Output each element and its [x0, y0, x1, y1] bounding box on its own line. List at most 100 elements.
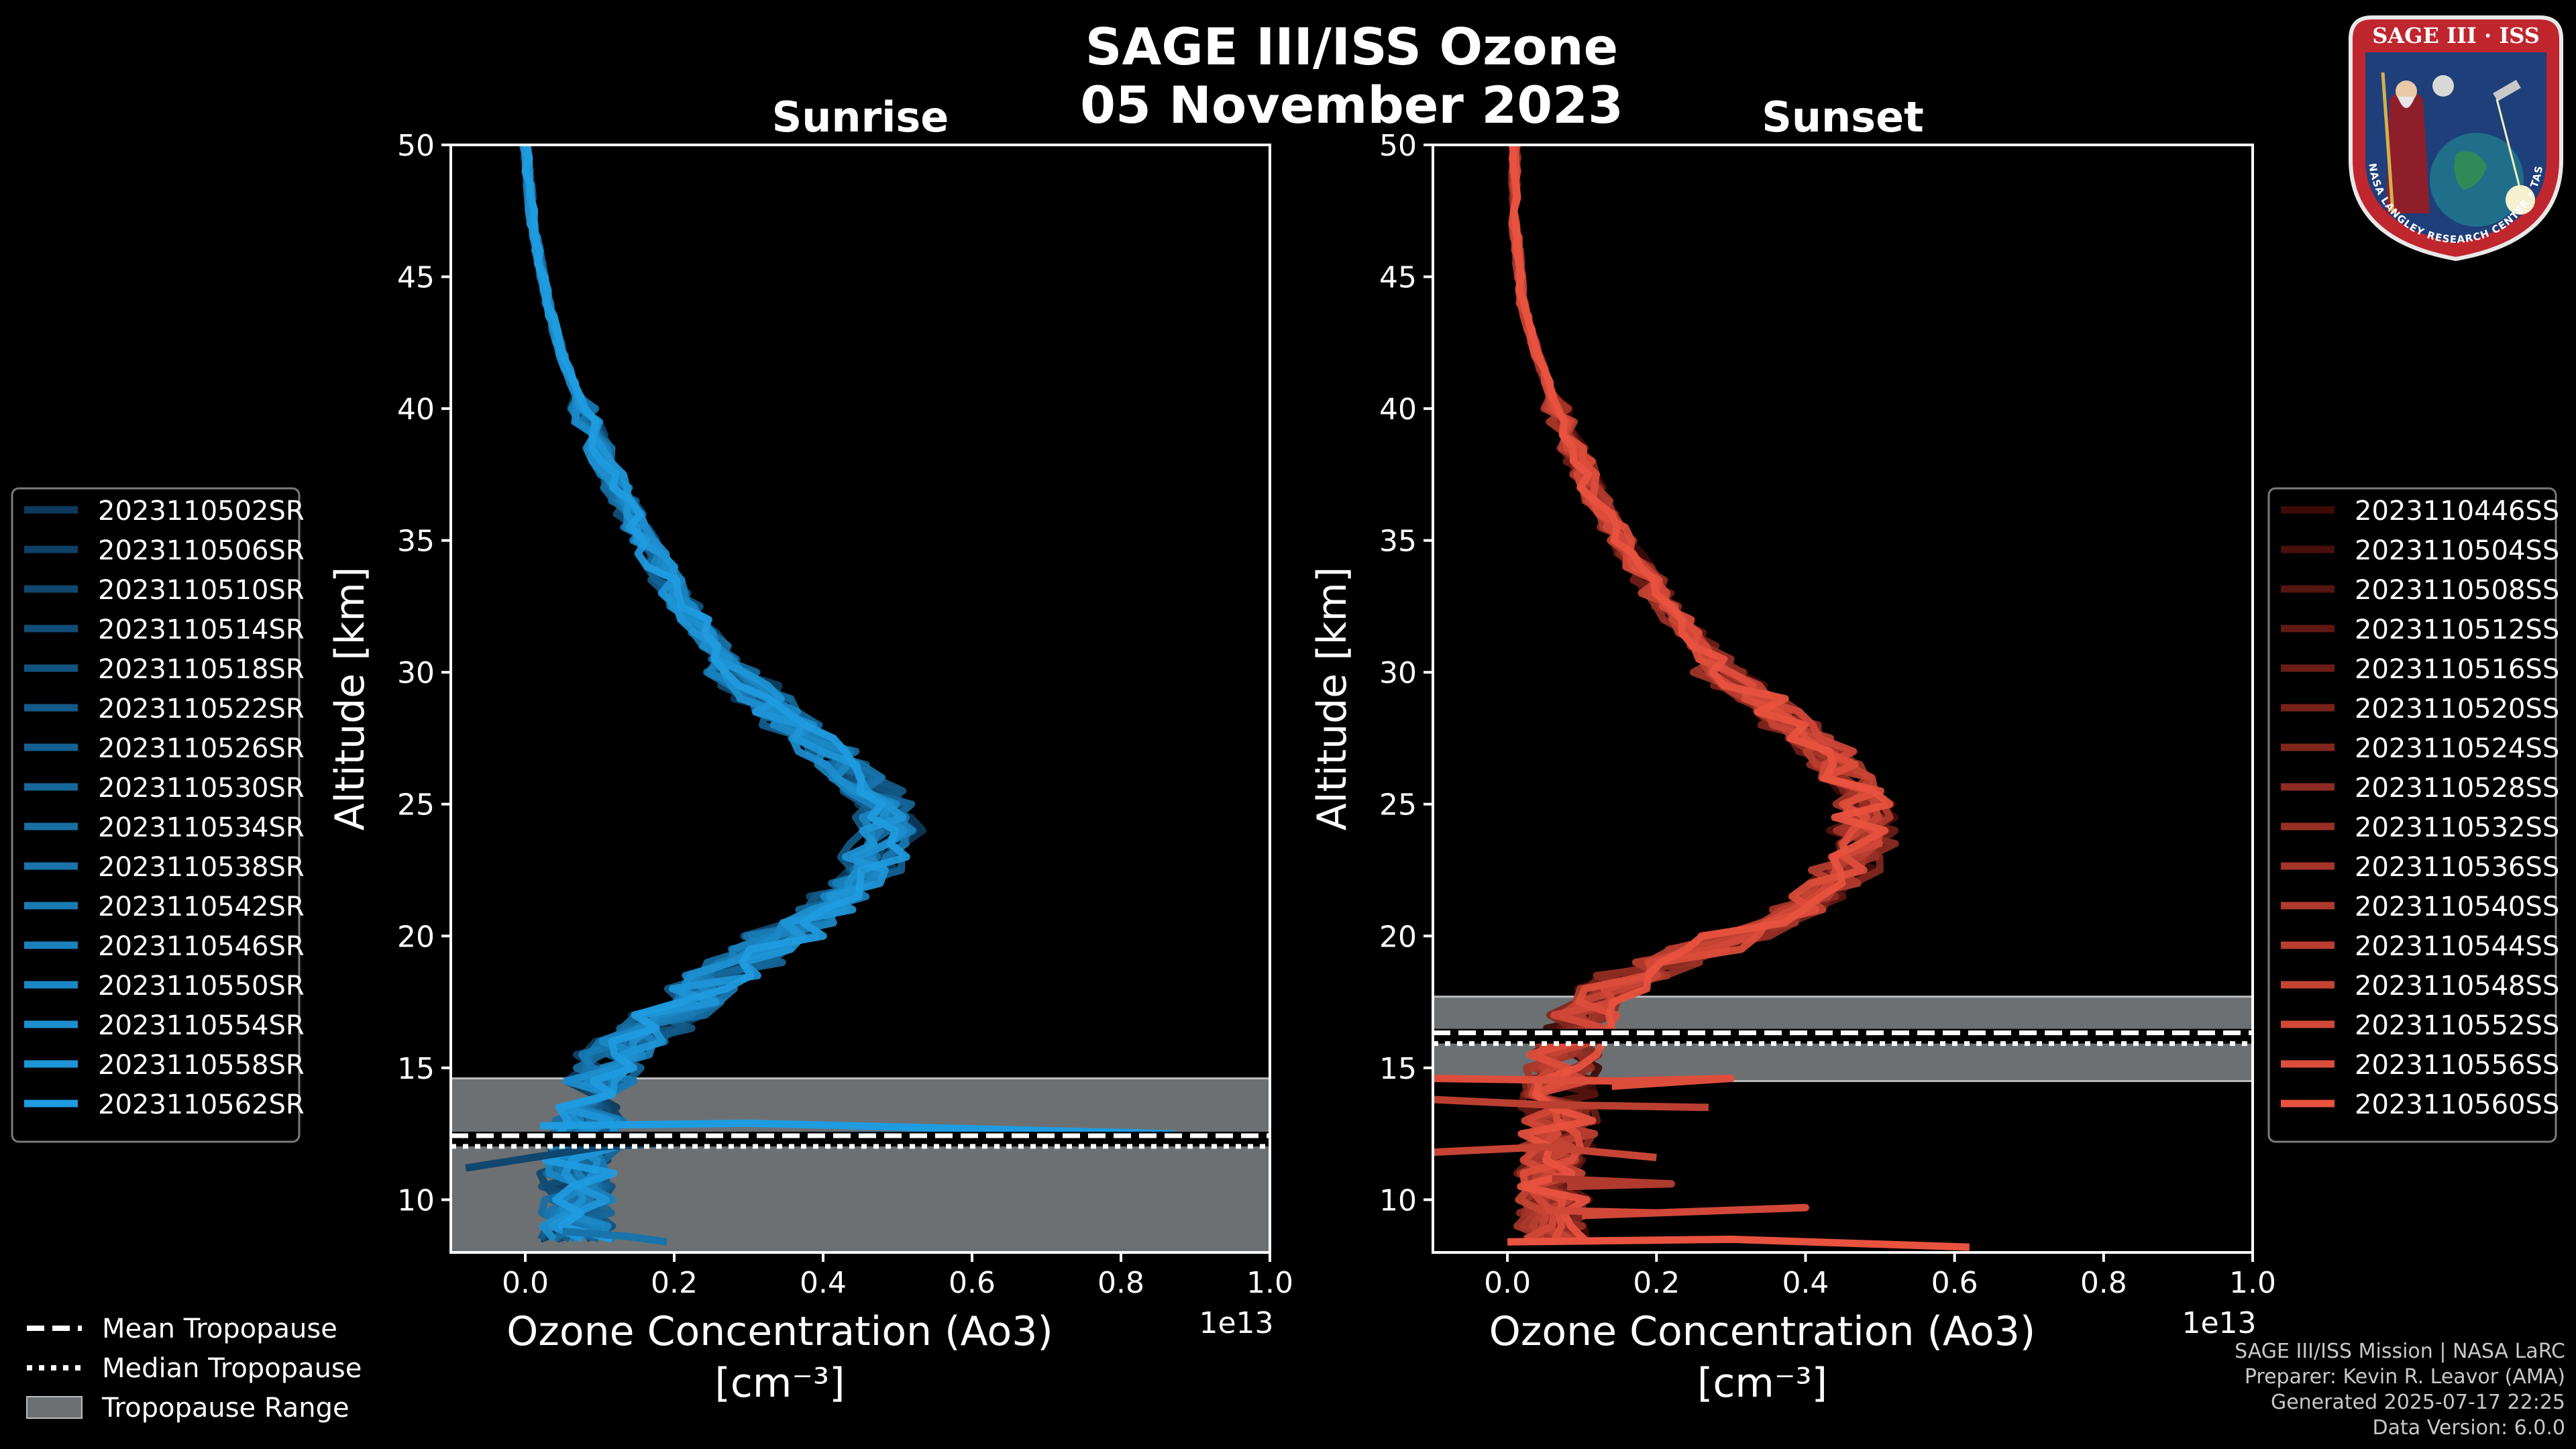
sage-iii-iss-logo: SAGE III · ISS BALL • NASA LANGLEY RESEA… [2343, 12, 2563, 262]
y-tick-label: 15 [1379, 1052, 1417, 1086]
y-tick-label: 25 [397, 788, 435, 822]
x-multiplier-label: 1e13 [1199, 1306, 1273, 1340]
credits-block: SAGE III/ISS Mission | NASA LaRC Prepare… [2235, 1339, 2565, 1441]
legend-label: 2023110508SS [2355, 575, 2559, 606]
y-tick-label: 20 [1379, 920, 1417, 954]
y-tick-label: 35 [1379, 525, 1417, 559]
axes-frame [449, 144, 1271, 1254]
y-tick-label: 45 [397, 261, 435, 295]
x-tick-label: 0.4 [1782, 1266, 1829, 1300]
y-tick-label: 10 [397, 1183, 435, 1218]
x-multiplier-label: 1e13 [2182, 1306, 2256, 1340]
legend-tropopause-label: Mean Tropopause [102, 1313, 337, 1344]
y-tick-label: 25 [1379, 788, 1417, 822]
profile-line-2023110560SS [1509, 145, 1894, 1242]
x-axis-label: Ozone Concentration (Ao3) [506, 1308, 1053, 1355]
y-tick-label: 30 [397, 656, 435, 690]
profile-spike-2023110560SS [1507, 1235, 1970, 1251]
legend-label: 2023110518SR [98, 654, 305, 685]
legend-label: 2023110510SR [98, 575, 305, 606]
legend-label: 2023110558SR [98, 1050, 305, 1081]
profile-spike-2023110552SS [1544, 1203, 1809, 1220]
panel-sunrise: 0.0 0.2 0.4 0.6 0.8 1.0 10 15 20 25 30 35 40 45 50 Sunr… [11, 93, 1293, 1407]
x-tick-label: 0.0 [1484, 1266, 1531, 1300]
figure-title: SAGE III/ISS Ozone [1085, 17, 1618, 76]
profile-spike-2023110544SS [1433, 1095, 1709, 1112]
x-tick-label: 0.0 [502, 1266, 549, 1300]
logo-sun-icon [2506, 185, 2535, 215]
legend-tropopause-label: Tropopause Range [101, 1393, 350, 1424]
profile-spike-2023110540SS [1552, 1175, 1675, 1191]
legend-label: 2023110446SS [2355, 496, 2559, 527]
y-axis-label: Altitude [km] [327, 567, 374, 831]
plot-area [451, 145, 1270, 1252]
series-legend-sunrise: 2023110502SR 2023110506SR 2023110510SR 2023… [11, 487, 305, 1143]
x-tick-label: 0.2 [651, 1266, 698, 1300]
x-axis-units: [cm⁻³] [1697, 1360, 1827, 1407]
legend-label: 2023110536SS [2355, 852, 2559, 883]
y-tick-label: 35 [397, 525, 435, 559]
credit-line-preparer: Preparer: Kevin R. Leavor (AMA) [2244, 1365, 2565, 1389]
legend-label: 2023110534SR [98, 812, 305, 843]
legend-label: 2023110522SR [98, 694, 305, 724]
logo-title: SAGE III · ISS [2372, 23, 2540, 48]
legend-label: 2023110520SS [2355, 694, 2559, 724]
y-tick-label: 15 [397, 1052, 435, 1086]
profile-spike-2023110556SS [1433, 1075, 1735, 1090]
legend-label: 2023110502SR [98, 496, 305, 527]
legend-label: 2023110540SS [2355, 892, 2559, 922]
legend-label: 2023110550SR [98, 971, 305, 1002]
y-tick-label: 45 [1379, 261, 1417, 295]
series-legend-sunset: 2023110446SS 2023110504SS 2023110508SS 2023… [2267, 487, 2559, 1143]
legend-label: 2023110538SR [98, 852, 305, 883]
logo-figure-icon [2386, 89, 2430, 213]
y-axis-label: Altitude [km] [1309, 567, 1356, 831]
y-tick-label: 40 [397, 392, 435, 427]
y-tick-label: 50 [1379, 129, 1417, 163]
legend-frame [2267, 487, 2557, 1143]
panel-sunset: 0.0 0.2 0.4 0.6 0.8 1.0 10 15 20 25 30 35 40 45 50 Suns… [1309, 93, 2559, 1407]
x-tick-label: 0.6 [1931, 1266, 1978, 1300]
x-tick-label: 0.8 [2080, 1266, 2127, 1300]
legend-label: 2023110546SR [98, 931, 305, 962]
legend-label: 2023110560SS [2355, 1089, 2559, 1120]
legend-label: 2023110532SS [2355, 812, 2559, 843]
x-tick-label: 1.0 [1246, 1266, 1293, 1300]
x-tick-label: 0.6 [949, 1266, 996, 1300]
y-tick-label: 50 [397, 129, 435, 163]
legend-label: 2023110562SR [98, 1089, 305, 1120]
profile-spike-2023110538SR [562, 1228, 667, 1246]
profile-line-2023110562SR [521, 145, 910, 1243]
legend-label: 2023110528SS [2355, 773, 2559, 804]
panel-title: Sunset [1762, 93, 1924, 142]
y-tick-label: 10 [1379, 1183, 1417, 1218]
profile-line-2023110554SR [521, 145, 908, 1242]
figure-subtitle: 05 November 2023 [1080, 75, 1623, 135]
legend-label: 2023110548SS [2355, 971, 2559, 1002]
legend-label: 2023110542SR [98, 892, 305, 922]
legend-label: 2023110530SR [98, 773, 305, 804]
x-tick-label: 0.2 [1633, 1266, 1680, 1300]
legend-label: 2023110506SR [98, 535, 305, 566]
legend-label: 2023110504SS [2355, 535, 2559, 566]
x-tick-label: 1.0 [2229, 1266, 2276, 1300]
legend-label: 2023110554SR [98, 1010, 305, 1041]
plot-area [1433, 145, 2253, 1251]
x-axis-label: Ozone Concentration (Ao3) [1489, 1308, 2036, 1355]
credit-line-version: Data Version: 6.0.0 [2372, 1416, 2565, 1440]
profile-spike-2023110548SS [1433, 1143, 1657, 1161]
logo-satellite-icon [2493, 79, 2521, 102]
legend-label: 2023110524SS [2355, 733, 2559, 764]
credit-line-generated: Generated 2025-07-17 22:25 [2270, 1391, 2565, 1414]
legend-label: 2023110544SS [2355, 931, 2559, 962]
legend-range-swatch [26, 1396, 83, 1419]
y-tick-label: 20 [397, 920, 435, 954]
x-tick-label: 0.8 [1097, 1266, 1144, 1300]
legend-tropopause-label: Median Tropopause [102, 1353, 362, 1384]
x-tick-label: 0.4 [800, 1266, 847, 1300]
legend-frame [11, 487, 301, 1143]
legend-label: 2023110512SS [2355, 614, 2559, 645]
credit-line-mission: SAGE III/ISS Mission | NASA LaRC [2235, 1340, 2565, 1363]
logo-moon-icon [2432, 75, 2454, 97]
